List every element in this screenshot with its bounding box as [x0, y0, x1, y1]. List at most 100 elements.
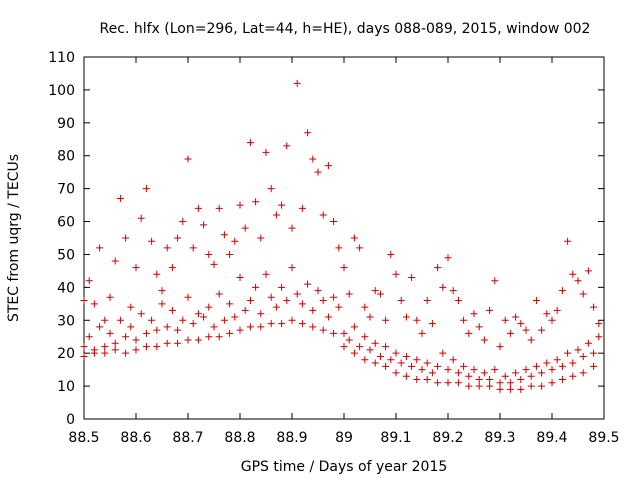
data-point: [127, 303, 135, 311]
data-point: [205, 333, 213, 341]
data-point: [439, 283, 447, 291]
data-point: [304, 129, 312, 137]
data-point: [340, 329, 348, 337]
data-point: [434, 362, 442, 370]
x-tick-label: 88.6: [120, 430, 151, 446]
data-point: [168, 264, 176, 272]
data-point: [527, 336, 535, 344]
data-point: [106, 293, 114, 301]
data-point: [267, 320, 275, 328]
data-point: [564, 349, 572, 357]
data-point: [345, 290, 353, 298]
data-point: [366, 313, 374, 321]
data-point: [382, 362, 390, 370]
data-point: [465, 372, 473, 380]
data-point: [376, 290, 384, 298]
data-point: [579, 290, 587, 298]
data-point: [293, 79, 301, 87]
data-point: [298, 300, 306, 308]
data-point: [387, 356, 395, 364]
data-point: [246, 297, 254, 305]
data-point: [267, 293, 275, 301]
data-point: [480, 336, 488, 344]
y-tick-label: 20: [57, 346, 75, 362]
data-point: [439, 349, 447, 357]
data-point: [449, 356, 457, 364]
x-tick-label: 88.8: [224, 430, 255, 446]
data-point: [418, 329, 426, 337]
x-tick-label: 89.5: [588, 430, 619, 446]
data-point: [278, 283, 286, 291]
data-point: [158, 287, 166, 295]
data-point: [272, 211, 280, 219]
data-point: [371, 287, 379, 295]
data-point: [350, 323, 358, 331]
data-point: [470, 310, 478, 318]
data-point: [179, 218, 187, 226]
data-point: [241, 224, 249, 232]
data-point: [319, 297, 327, 305]
data-point: [590, 362, 598, 370]
data-point: [257, 234, 265, 242]
data-point: [579, 352, 587, 360]
x-tick-label: 89.3: [484, 430, 515, 446]
data-point: [460, 362, 468, 370]
data-point: [434, 379, 442, 387]
data-point: [148, 237, 156, 245]
data-point: [283, 142, 291, 150]
data-point: [132, 346, 140, 354]
data-point: [538, 382, 546, 390]
data-point: [330, 293, 338, 301]
data-point: [543, 310, 551, 318]
data-point: [553, 356, 561, 364]
data-point: [127, 323, 135, 331]
data-point: [574, 277, 582, 285]
data-point: [387, 250, 395, 258]
data-point: [532, 297, 540, 305]
data-point: [465, 382, 473, 390]
y-tick-label: 110: [48, 50, 75, 66]
data-point: [460, 316, 468, 324]
data-point: [402, 313, 410, 321]
data-point: [574, 346, 582, 354]
y-tick-label: 0: [66, 412, 75, 428]
data-point: [392, 349, 400, 357]
x-tick-label: 89.1: [380, 430, 411, 446]
data-point: [501, 316, 509, 324]
data-point: [194, 204, 202, 212]
data-point: [366, 346, 374, 354]
data-point: [168, 306, 176, 314]
x-tick-label: 88.9: [276, 430, 307, 446]
data-point: [163, 339, 171, 347]
data-point: [335, 303, 343, 311]
data-point: [184, 336, 192, 344]
data-point: [314, 168, 322, 176]
data-point: [361, 333, 369, 341]
data-point: [278, 201, 286, 209]
data-point: [137, 310, 145, 318]
data-point: [246, 139, 254, 147]
data-point: [163, 323, 171, 331]
data-point: [584, 267, 592, 275]
data-point: [496, 379, 504, 387]
data-point: [96, 323, 104, 331]
x-tick-label: 89.2: [432, 430, 463, 446]
data-point: [116, 316, 124, 324]
data-point: [413, 376, 421, 384]
data-point: [200, 221, 208, 229]
data-point: [257, 310, 265, 318]
data-point: [241, 306, 249, 314]
data-point: [595, 320, 603, 328]
data-point: [402, 352, 410, 360]
y-tick-label: 50: [57, 247, 75, 263]
data-point: [376, 352, 384, 360]
plot-frame: [83, 56, 605, 420]
data-point: [142, 185, 150, 193]
data-point: [356, 343, 364, 351]
data-point: [340, 264, 348, 272]
x-tick-labels: 88.5 88.6 88.7 88.8 88.9 89 89.1 89.2 89.3 89.4 89…: [68, 430, 619, 446]
data-point: [345, 336, 353, 344]
data-point: [517, 385, 525, 393]
data-points: [80, 79, 603, 393]
data-point: [538, 326, 546, 334]
